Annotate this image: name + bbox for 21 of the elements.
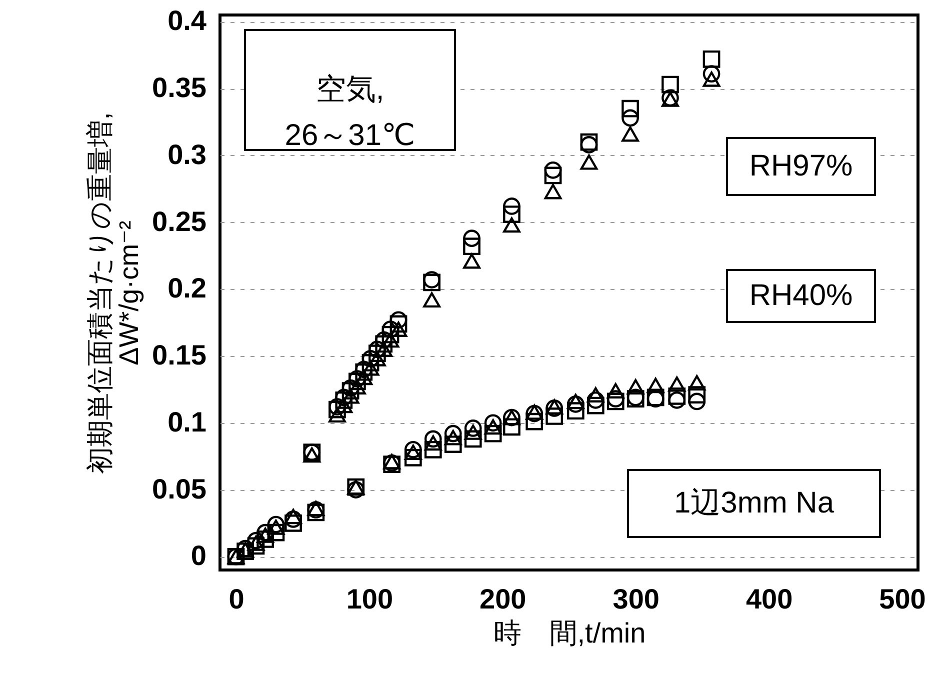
y-tick-label: 0.4 — [168, 5, 207, 36]
x-tick-label: 100 — [346, 584, 394, 614]
y-axis-title: 初期単位面積当たりの重量増, ΔW*/g·cm⁻² — [85, 112, 144, 474]
annotation: RH40% — [749, 279, 853, 312]
y-tick-label: 0.05 — [152, 473, 206, 504]
y-tick-label: 0.15 — [152, 340, 206, 371]
y-tick-label: 0.25 — [152, 206, 206, 237]
annotation: RH97% — [749, 150, 853, 182]
x-tick-label: 300 — [612, 584, 660, 614]
x-tick-label: 500 — [879, 584, 926, 614]
y-tick-label: 0.35 — [152, 72, 206, 104]
y-tick-label: 0 — [190, 540, 206, 572]
y-tick-label: 0.3 — [168, 138, 206, 170]
y-tick-label: 0.1 — [168, 406, 206, 438]
y-tick-label: 0.2 — [168, 272, 206, 304]
x-axis-title: 時 間,t/min — [493, 618, 646, 648]
x-tick-label: 0 — [228, 584, 244, 614]
annotation: 1辺3mm Na — [674, 486, 834, 520]
annotation: 空気, 26～31℃ — [284, 73, 416, 152]
x-tick-label: 200 — [480, 584, 526, 614]
x-tick-label: 400 — [746, 584, 793, 614]
